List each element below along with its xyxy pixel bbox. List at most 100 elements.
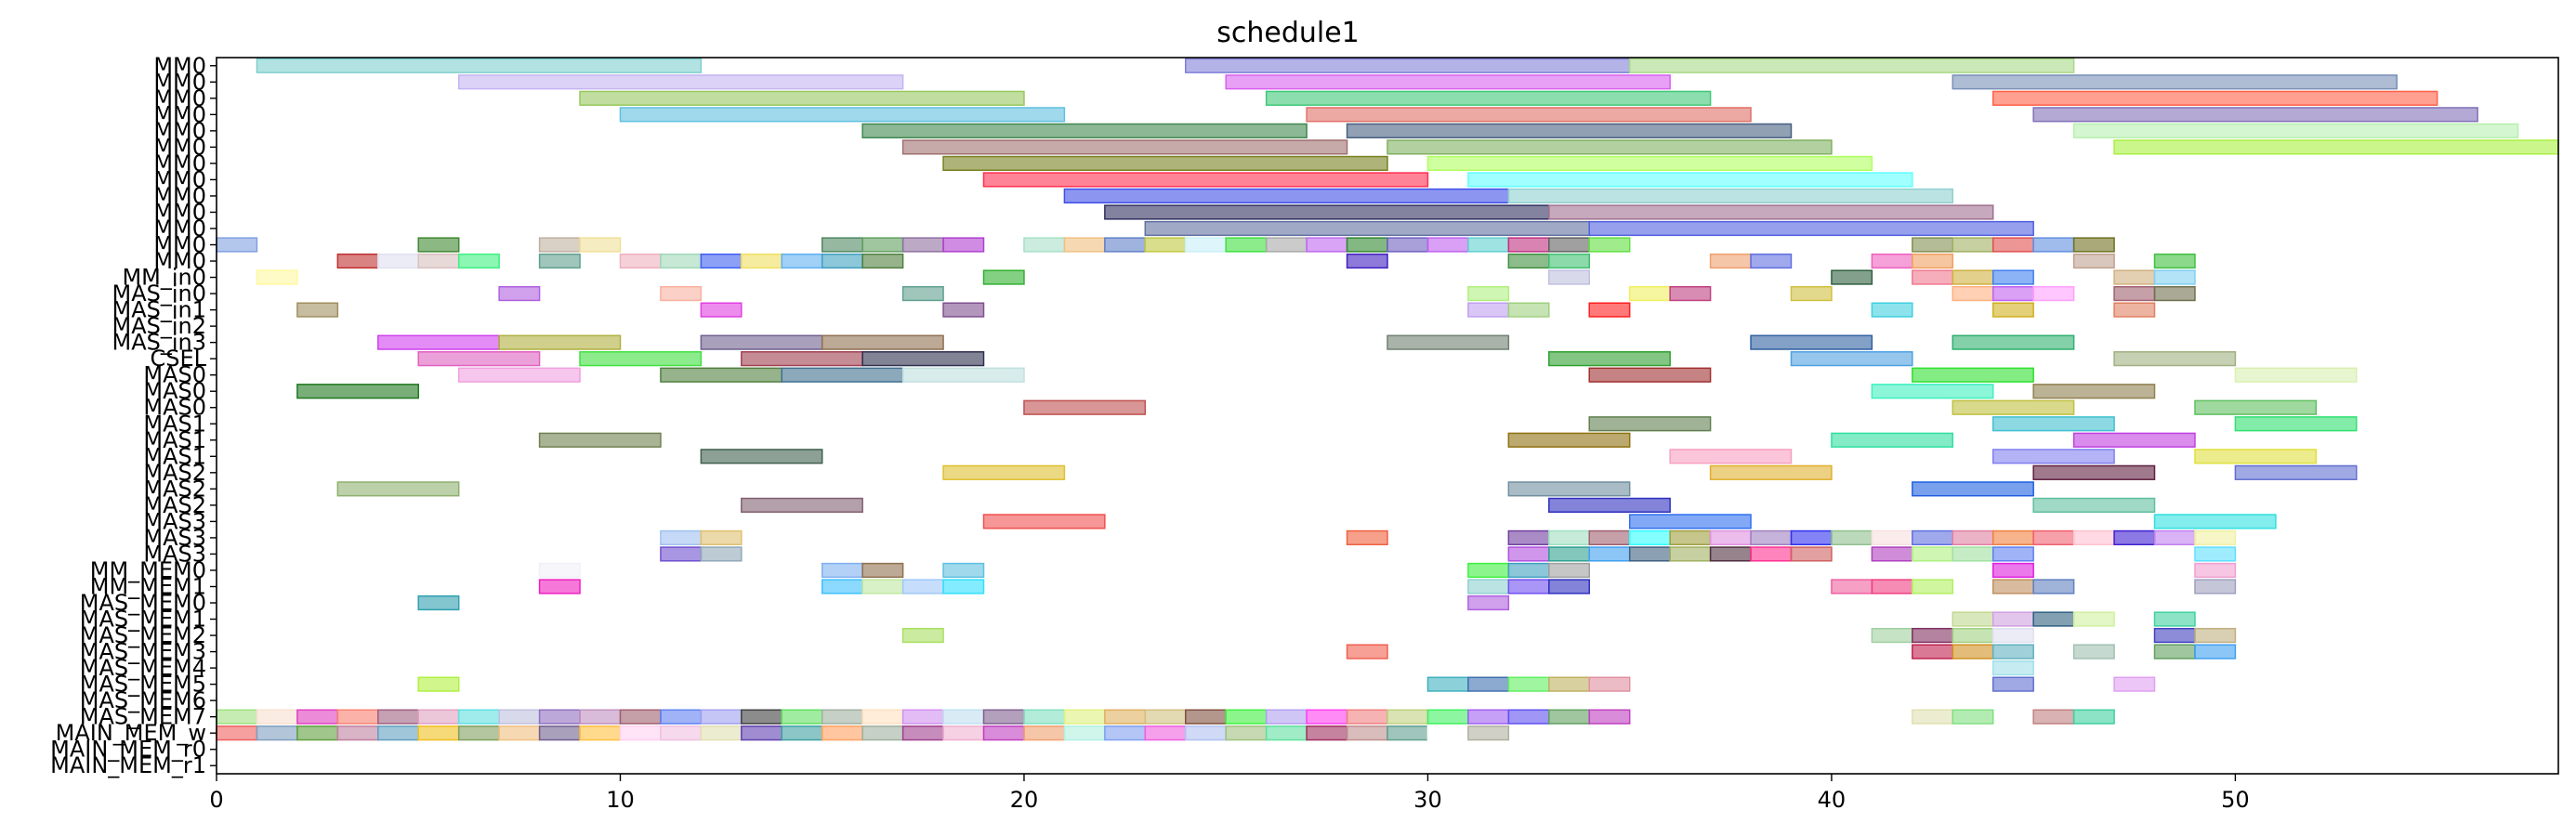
task-bar bbox=[1507, 188, 1954, 204]
task-bar bbox=[1265, 725, 1308, 741]
task-bar bbox=[1507, 237, 1550, 253]
y-tick-label: MM0 bbox=[153, 134, 206, 160]
task-bar bbox=[1991, 627, 2034, 644]
task-bar bbox=[1548, 351, 1671, 367]
task-bar bbox=[417, 351, 541, 367]
task-bar bbox=[2072, 611, 2115, 627]
task-bar bbox=[1467, 594, 1510, 611]
task-bar bbox=[1588, 546, 1631, 562]
task-bar bbox=[1588, 416, 1712, 432]
task-bar bbox=[741, 725, 783, 741]
task-bar bbox=[1185, 709, 1227, 725]
task-bar bbox=[1023, 709, 1066, 725]
task-bar bbox=[1628, 529, 1671, 546]
task-bar bbox=[1871, 627, 1913, 644]
task-bar bbox=[741, 351, 863, 367]
task-bar bbox=[457, 725, 500, 741]
task-bar bbox=[861, 579, 904, 594]
task-bar bbox=[1548, 269, 1590, 285]
task-bar bbox=[1467, 302, 1510, 318]
y-tick-label: MAS3 bbox=[143, 508, 206, 534]
y-tick-label: MM_in0 bbox=[122, 265, 206, 291]
task-bar bbox=[2032, 529, 2075, 546]
x-axis-ticks: 0 10 20 30 40 50 bbox=[209, 774, 2250, 813]
task-bar bbox=[579, 237, 622, 253]
task-bar bbox=[2072, 432, 2196, 448]
y-tick-label: MAS_MEM0 bbox=[80, 590, 206, 616]
task-bar bbox=[1507, 709, 1550, 725]
task-bar bbox=[216, 709, 258, 725]
task-bar bbox=[1306, 107, 1752, 123]
task-bar bbox=[2072, 644, 2115, 660]
task-bar bbox=[417, 709, 460, 725]
task-bar bbox=[377, 709, 419, 725]
task-bar bbox=[1991, 302, 2034, 318]
task-bar bbox=[2032, 285, 2075, 302]
task-bar bbox=[1709, 253, 1752, 269]
task-bar bbox=[1871, 302, 1913, 318]
task-bar bbox=[1507, 481, 1631, 497]
task-bar bbox=[2072, 123, 2519, 138]
task-bar bbox=[1346, 253, 1388, 269]
y-tick-label: MAS_MEM7 bbox=[80, 704, 206, 730]
task-bar bbox=[1467, 172, 1913, 188]
task-bar bbox=[982, 172, 1429, 188]
task-bar bbox=[1185, 237, 1227, 253]
task-bar bbox=[2032, 709, 2075, 725]
task-bar bbox=[1467, 709, 1510, 725]
task-bar bbox=[741, 253, 783, 269]
task-bar bbox=[1225, 237, 1268, 253]
task-bar bbox=[1144, 725, 1187, 741]
task-bar bbox=[2032, 107, 2478, 123]
task-bar bbox=[1952, 269, 1994, 285]
task-bar bbox=[1952, 709, 1994, 725]
task-bar bbox=[1507, 546, 1550, 562]
task-bar bbox=[1548, 579, 1590, 594]
task-bar bbox=[2194, 644, 2237, 660]
task-bar bbox=[498, 725, 541, 741]
task-bar bbox=[2153, 529, 2196, 546]
task-bar bbox=[1709, 529, 1752, 546]
y-tick-label: MM_MEM1 bbox=[90, 573, 206, 599]
task-bar bbox=[417, 237, 460, 253]
task-bar bbox=[982, 709, 1025, 725]
task-bar bbox=[1144, 709, 1187, 725]
task-bar bbox=[1912, 644, 1954, 660]
task-bar bbox=[1871, 253, 1913, 269]
task-bar bbox=[821, 709, 863, 725]
y-tick-label: CSEL bbox=[150, 346, 206, 372]
task-bar bbox=[2113, 351, 2237, 367]
task-bar bbox=[498, 285, 541, 302]
task-bar bbox=[1548, 529, 1590, 546]
y-tick-label: MM0 bbox=[153, 166, 206, 192]
task-bar bbox=[1063, 709, 1106, 725]
task-bar bbox=[781, 367, 904, 383]
task-bar bbox=[1507, 302, 1550, 318]
task-bar bbox=[1507, 529, 1550, 546]
task-bar bbox=[2032, 464, 2156, 480]
task-bar bbox=[2194, 562, 2237, 579]
task-bar bbox=[1709, 546, 1752, 562]
task-bar bbox=[942, 302, 985, 318]
task-bar bbox=[942, 464, 1066, 480]
task-bar bbox=[2113, 302, 2156, 318]
task-bar bbox=[538, 562, 581, 579]
task-bar bbox=[1104, 709, 1147, 725]
task-bar bbox=[982, 725, 1025, 741]
task-bar bbox=[901, 579, 944, 594]
task-bar bbox=[1991, 237, 2034, 253]
task-bar bbox=[1063, 188, 1510, 204]
task-bar bbox=[741, 709, 783, 725]
task-bar bbox=[1952, 237, 1994, 253]
y-tick-label: MAS0 bbox=[143, 378, 206, 404]
y-tick-label: MAS_in3 bbox=[112, 330, 206, 356]
task-bar bbox=[1871, 546, 1913, 562]
task-bar bbox=[538, 237, 581, 253]
task-bar bbox=[2032, 237, 2075, 253]
y-tick-label: MAS3 bbox=[143, 541, 206, 567]
x-tick-label: 40 bbox=[1818, 787, 1847, 813]
task-bar bbox=[2194, 546, 2237, 562]
task-bar bbox=[1628, 285, 1671, 302]
task-bar bbox=[1426, 155, 1873, 172]
x-tick-label: 10 bbox=[606, 787, 635, 813]
